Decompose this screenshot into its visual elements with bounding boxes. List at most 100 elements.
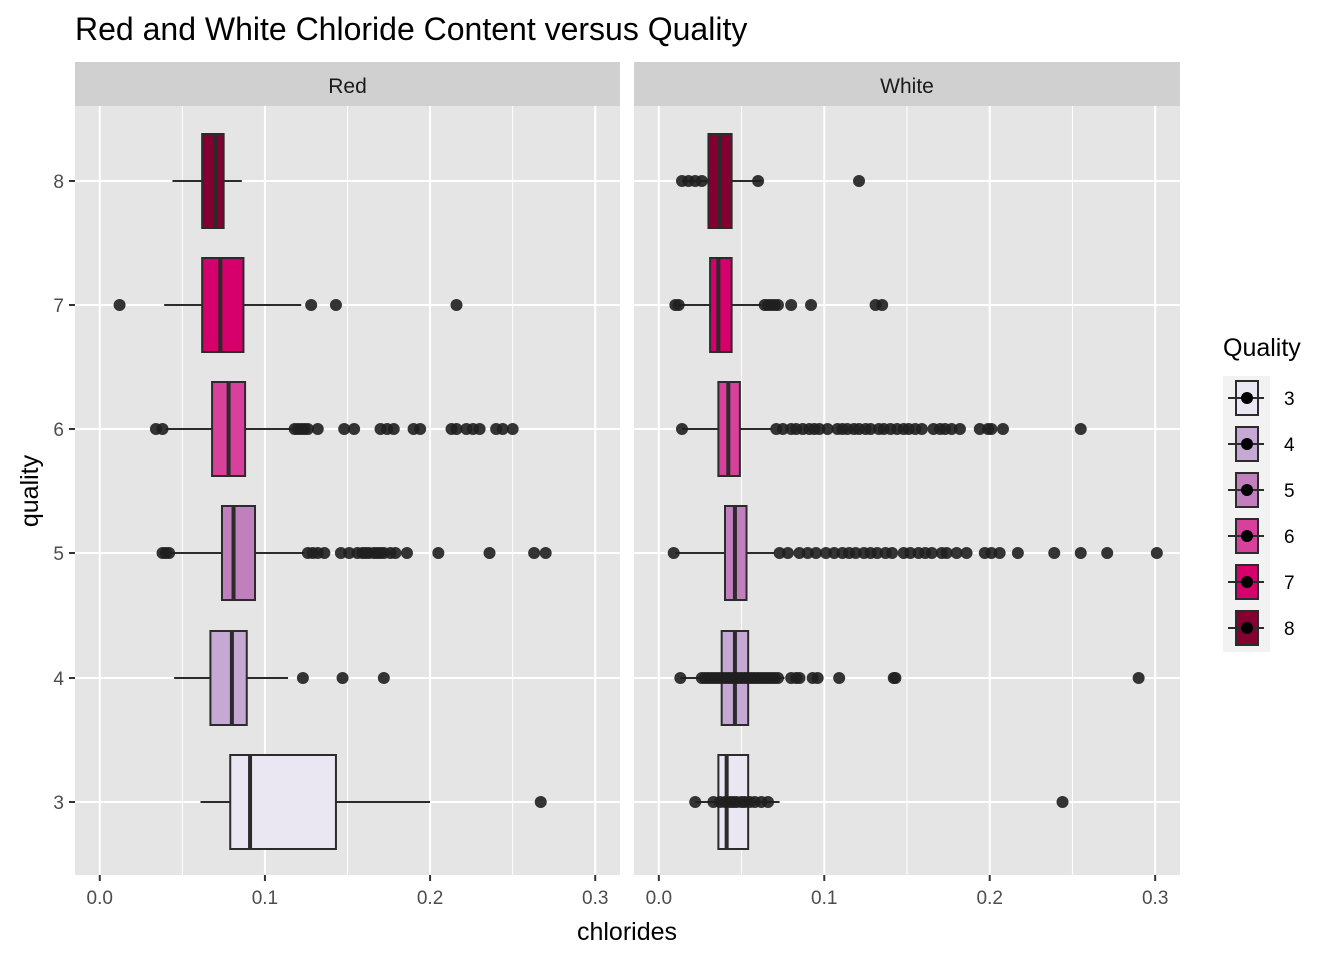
outlier-point [473,423,486,435]
outlier-point [752,175,765,187]
outlier-point [953,423,966,435]
panels-layer: Red 0.0 0.1 0.2 0.3 3 4 5 6 7 8 White 0.0 0.1 0.2 0.3 [53,62,1180,909]
outlier-point [813,423,826,435]
y-tick-label: 4 [53,669,64,690]
outlier-point [950,547,963,559]
outlier-point [828,547,841,559]
outlier-point [871,547,884,559]
outlier-point [853,175,866,187]
x-tick-label: 0.1 [252,888,278,909]
outlier-point [849,547,862,559]
legend-label: 3 [1284,389,1295,410]
outlier-point [414,423,427,435]
outlier-point [776,423,789,435]
outlier-point [539,547,552,559]
outlier-point [925,547,938,559]
outlier-point [811,672,824,684]
box-quality-6 [675,381,1087,477]
legend-item-7: 7 [1228,564,1295,600]
outlier-point [985,423,998,435]
legend-key-point [1241,438,1253,450]
legend-label: 4 [1284,435,1295,456]
outlier-point [1132,672,1145,684]
box-quality-3 [200,754,547,850]
outlier-point [675,423,688,435]
box [201,257,245,353]
x-tick-label: 0.0 [646,888,672,909]
outlier-point [400,547,413,559]
outlier-point [771,299,784,311]
box-quality-5 [667,505,1163,601]
legend-item-3: 3 [1228,380,1295,416]
outlier-point [387,423,400,435]
legend-keys-background [1223,376,1270,652]
outlier-point [785,299,798,311]
outlier-point [940,547,953,559]
outlier-point [689,796,702,808]
outlier-point [793,672,806,684]
outlier-point [960,547,973,559]
outlier-point [1074,423,1087,435]
outlier-point [506,423,519,435]
outlier-point [450,299,463,311]
y-tick-label: 5 [53,544,64,565]
legend-item-5: 5 [1228,472,1295,508]
panel-strip-label: Red [328,75,367,98]
box-quality-7 [113,257,463,353]
outlier-point [821,423,834,435]
outlier-point [695,175,708,187]
box-quality-4 [674,630,1145,726]
outlier-point [674,672,687,684]
outlier-point [833,672,846,684]
outlier-point [985,547,998,559]
legend-label: 5 [1284,481,1295,502]
outlier-point [876,299,889,311]
y-tick-label: 3 [53,793,64,814]
box [229,754,337,850]
outlier-point [528,547,541,559]
outlier-point [296,672,309,684]
outlier-point [993,547,1006,559]
panel-red: Red 0.0 0.1 0.2 0.3 3 4 5 6 7 8 [53,62,620,909]
outlier-point [667,547,680,559]
box [220,505,257,601]
outlier-point [1101,547,1114,559]
y-tick-label: 6 [53,420,64,441]
outlier-point [113,299,126,311]
outlier-point [483,547,496,559]
x-axis-title: chlorides [577,918,677,946]
box-quality-6 [149,381,519,477]
outlier-point [801,547,814,559]
panel-strip-label: White [880,75,934,98]
outlier-point [904,547,917,559]
outlier-point [534,796,547,808]
x-tick-label: 0.1 [811,888,837,909]
x-tick-label: 0.2 [977,888,1003,909]
outlier-point [915,423,928,435]
outlier-point [348,423,361,435]
outlier-point [819,547,832,559]
outlier-point [432,547,445,559]
outlier-point [1011,547,1024,559]
legend: Quality 3 4 5 6 7 8 [1223,334,1301,652]
outlier-point [334,547,347,559]
box [201,133,225,229]
outlier-point [163,547,176,559]
box-quality-8 [172,133,242,229]
x-tick-label: 0.3 [1142,888,1168,909]
outlier-point [672,299,685,311]
box-quality-7 [669,257,889,353]
box [709,257,733,353]
outlier-point [1074,547,1087,559]
outlier-point [311,423,324,435]
box-quality-5 [156,505,552,601]
legend-item-4: 4 [1228,426,1295,462]
legend-key-point [1241,392,1253,404]
outlier-point [805,299,818,311]
outlier-point [1048,547,1061,559]
y-axis-title: quality [16,454,44,527]
outlier-point [945,423,958,435]
legend-item-8: 8 [1228,610,1295,646]
legend-key-point [1241,622,1253,634]
chart-title: Red and White Chloride Content versus Qu… [75,11,747,47]
